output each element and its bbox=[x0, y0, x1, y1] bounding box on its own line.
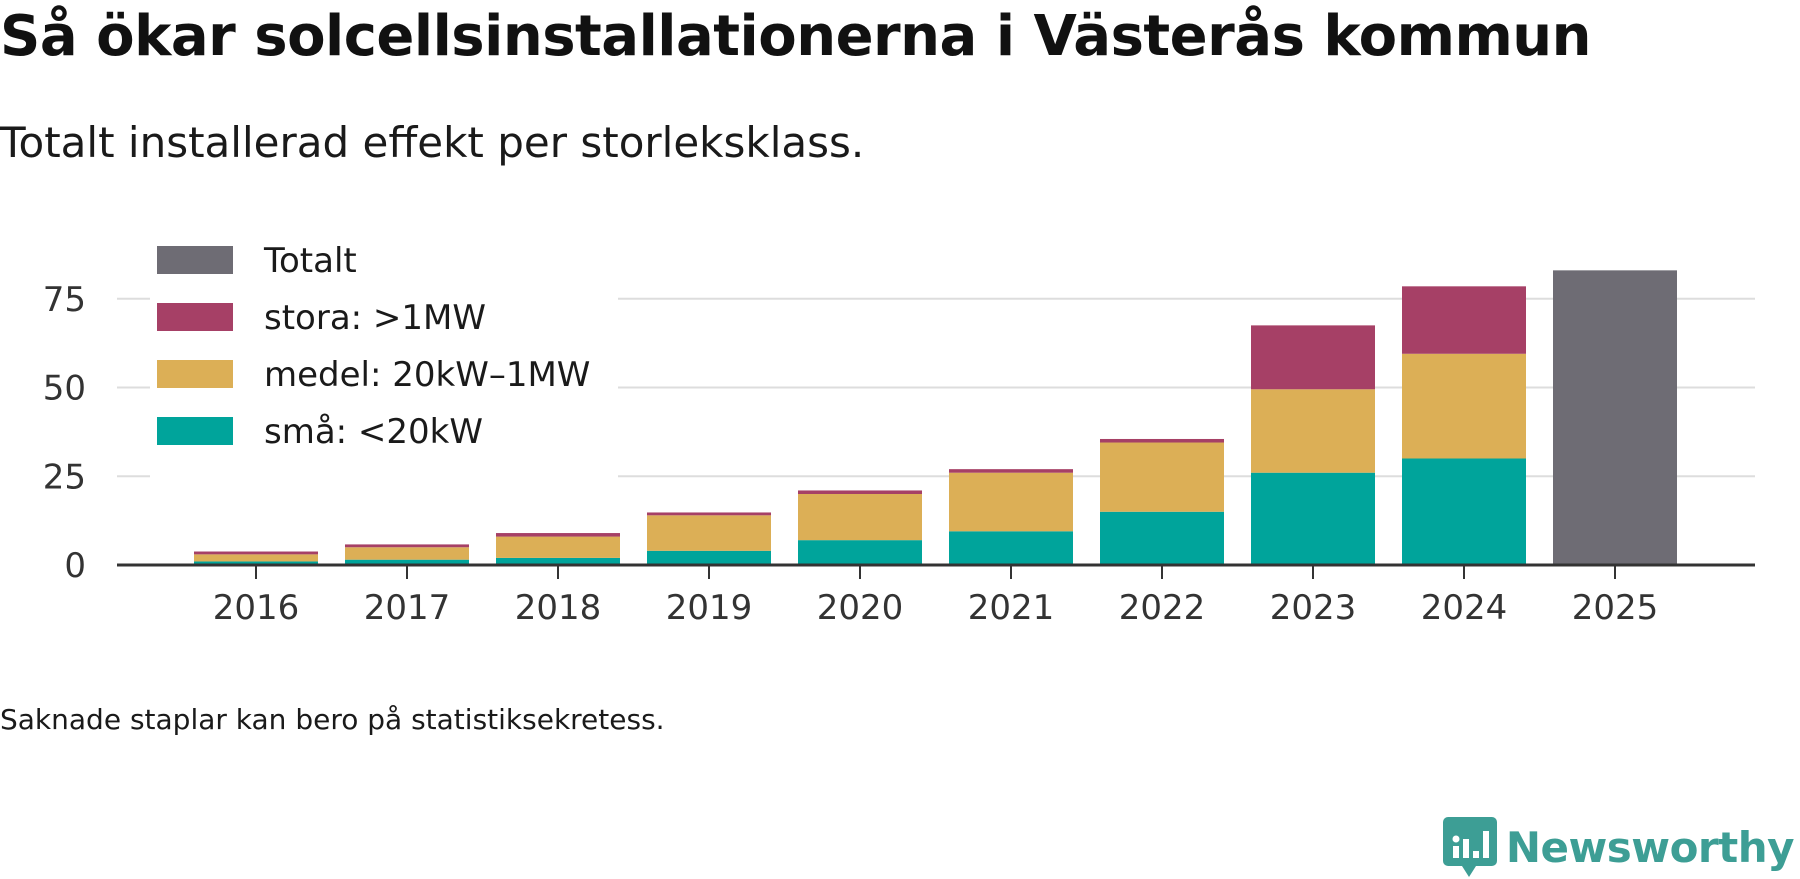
bar-2019-series-2 bbox=[647, 512, 771, 516]
bar-2016-series-1 bbox=[194, 554, 318, 562]
bar-2017-series-2 bbox=[345, 544, 469, 548]
x-tick-label-2016: 2016 bbox=[213, 588, 300, 628]
x-tick-label-2023: 2023 bbox=[1270, 588, 1357, 628]
bar-2025-series-3 bbox=[1553, 270, 1677, 565]
bar-2023-series-0 bbox=[1251, 472, 1375, 565]
chart-area: 0 25 50 75 2016 2017 2018 2019 2020 2021 2022 2023 2… bbox=[0, 230, 1800, 634]
brand-logo: Newsworthy bbox=[1442, 815, 1795, 879]
bar-2019-series-1 bbox=[647, 515, 771, 551]
bar-2017-series-0 bbox=[345, 559, 469, 565]
bar-2024-series-0 bbox=[1402, 458, 1526, 565]
bar-2024-series-1 bbox=[1402, 353, 1526, 459]
x-tick-label-2020: 2020 bbox=[817, 588, 904, 628]
bar-2021-series-1 bbox=[949, 472, 1073, 532]
bar-2020-series-1 bbox=[798, 494, 922, 541]
y-tick-label: 0 bbox=[64, 546, 86, 586]
bar-2022-series-1 bbox=[1100, 442, 1224, 512]
bar-2022-series-0 bbox=[1100, 511, 1224, 565]
chart-title: Så ökar solcellsinstallationerna i Väste… bbox=[0, 4, 1592, 69]
legend-label: Totalt bbox=[263, 241, 357, 281]
footnote: Saknade staplar kan bero på statistiksek… bbox=[0, 703, 665, 736]
newsworthy-logo-icon bbox=[1442, 817, 1497, 877]
legend-label: stora: >1MW bbox=[264, 298, 486, 338]
bar-2019-series-0 bbox=[647, 550, 771, 565]
bar-2016-series-2 bbox=[194, 551, 318, 555]
bar-2023-series-1 bbox=[1251, 389, 1375, 473]
y-tick-label: 50 bbox=[43, 369, 86, 409]
x-tick-label-2021: 2021 bbox=[968, 588, 1055, 628]
legend-swatch bbox=[157, 417, 233, 445]
x-tick-label-2019: 2019 bbox=[666, 588, 753, 628]
bar-2020-series-2 bbox=[798, 490, 922, 494]
bar-2023-series-2 bbox=[1251, 325, 1375, 390]
legend-label: små: <20kW bbox=[264, 412, 483, 452]
y-tick-label: 75 bbox=[43, 280, 86, 320]
x-tick-label-2018: 2018 bbox=[515, 588, 602, 628]
x-tick-label-2024: 2024 bbox=[1421, 588, 1508, 628]
bar-2016-series-0 bbox=[194, 561, 318, 565]
bar-2018-series-2 bbox=[496, 533, 620, 537]
bar-chart: 0 25 50 75 2016 2017 2018 2019 2020 2021 2022 2023 2… bbox=[43, 230, 1755, 628]
legend-swatch bbox=[157, 303, 233, 331]
legend-label: medel: 20kW–1MW bbox=[264, 355, 590, 395]
bar-2018-series-1 bbox=[496, 536, 620, 558]
bar-2018-series-0 bbox=[496, 557, 620, 565]
bar-2022-series-2 bbox=[1100, 438, 1224, 443]
bar-2024-series-2 bbox=[1402, 286, 1526, 354]
bar-2021-series-2 bbox=[949, 469, 1073, 473]
chart-subtitle: Totalt installerad effekt per storlekskl… bbox=[0, 118, 865, 167]
bar-2020-series-0 bbox=[798, 540, 922, 565]
brand-name: Newsworthy bbox=[1505, 822, 1795, 872]
bar-2021-series-0 bbox=[949, 531, 1073, 565]
bar-2017-series-1 bbox=[345, 547, 469, 560]
x-tick-label-2017: 2017 bbox=[364, 588, 451, 628]
legend-swatch bbox=[157, 246, 233, 274]
x-tick-label-2025: 2025 bbox=[1572, 588, 1659, 628]
y-tick-label: 25 bbox=[43, 457, 86, 497]
legend-swatch bbox=[157, 360, 233, 388]
x-tick-label-2022: 2022 bbox=[1119, 588, 1206, 628]
